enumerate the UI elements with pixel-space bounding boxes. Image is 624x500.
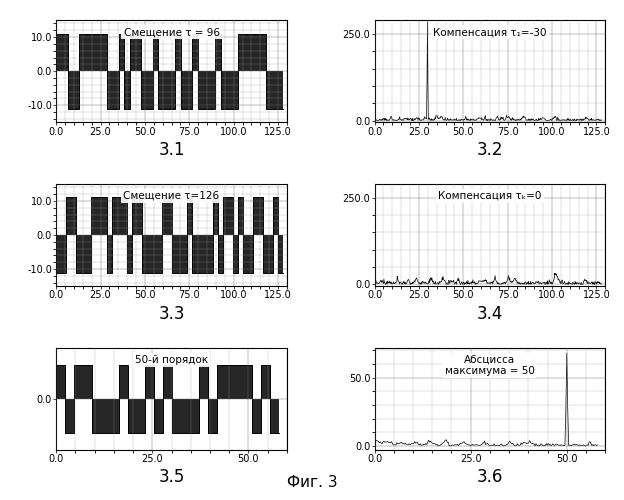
Text: Смещение τ = 96: Смещение τ = 96 [124, 27, 220, 37]
Text: Абсцисса
максимума = 50: Абсцисса максимума = 50 [445, 355, 535, 376]
Text: Компенсация τₖ=0: Компенсация τₖ=0 [438, 191, 542, 201]
Text: Компенсация τ₁=-30: Компенсация τ₁=-30 [433, 27, 547, 37]
Text: Смещение τ=126: Смещение τ=126 [124, 191, 220, 201]
X-axis label: 3.5: 3.5 [158, 468, 185, 486]
X-axis label: 3.4: 3.4 [477, 304, 503, 322]
X-axis label: 3.3: 3.3 [158, 304, 185, 322]
Text: 50-й порядок: 50-й порядок [135, 355, 208, 365]
X-axis label: 3.2: 3.2 [477, 140, 503, 158]
X-axis label: 3.6: 3.6 [477, 468, 503, 486]
X-axis label: 3.1: 3.1 [158, 140, 185, 158]
Text: Фиг. 3: Фиг. 3 [286, 475, 338, 490]
